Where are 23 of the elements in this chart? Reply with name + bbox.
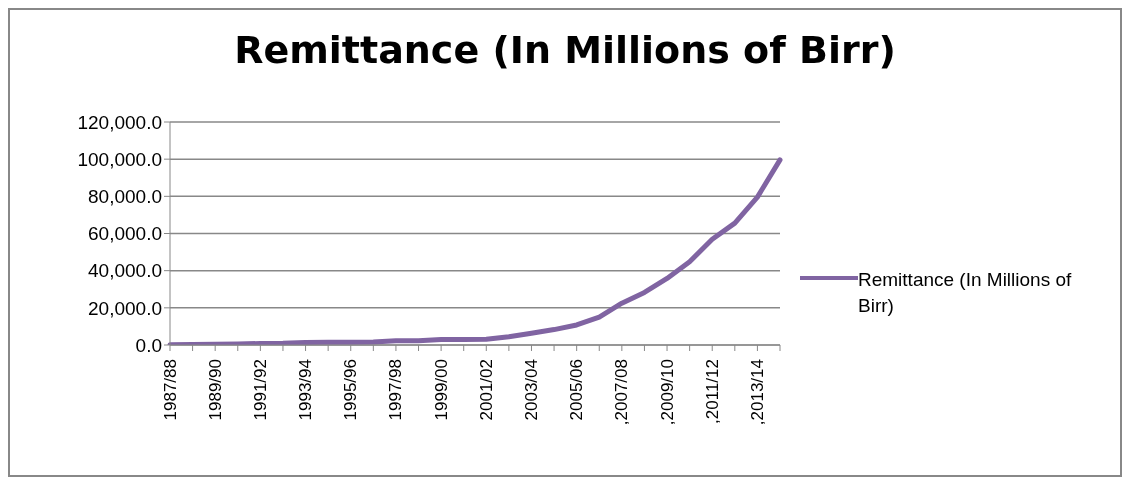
y-tick-label: 40,000.0 xyxy=(88,260,162,282)
x-tick-label: 2005/06 xyxy=(567,359,587,421)
x-tick-label: 1999/00 xyxy=(431,359,451,421)
legend-label: Remittance (In Millions of Birr) xyxy=(858,267,1073,318)
y-tick-label: 100,000.0 xyxy=(77,148,162,170)
x-tick-label: 1987/88 xyxy=(160,359,180,421)
x-tick-label: ,2013/14 xyxy=(747,359,767,426)
x-tick-label: 2001/02 xyxy=(476,359,496,421)
x-tick-label: 2003/04 xyxy=(521,359,541,421)
x-tick-label: 1995/96 xyxy=(341,359,361,421)
y-tick-label: 80,000.0 xyxy=(88,186,162,208)
y-tick-label: 20,000.0 xyxy=(88,297,162,319)
x-tick-label: ,2011/12 xyxy=(702,359,722,424)
y-tick-label: 60,000.0 xyxy=(88,223,162,245)
x-tick-label: ,2007/08 xyxy=(612,359,632,426)
chart-title: Remittance (In Millions of Birr) xyxy=(233,28,897,72)
x-tick-label: 1993/94 xyxy=(296,359,316,421)
y-tick-label: 120,000.0 xyxy=(77,111,162,133)
y-tick-label: 0.0 xyxy=(135,334,162,356)
x-tick-label: 1989/90 xyxy=(205,359,225,421)
x-tick-label: 1997/98 xyxy=(386,359,406,421)
x-tick-label: ,2009/10 xyxy=(657,359,677,426)
x-tick-label: 1991/92 xyxy=(250,359,270,421)
